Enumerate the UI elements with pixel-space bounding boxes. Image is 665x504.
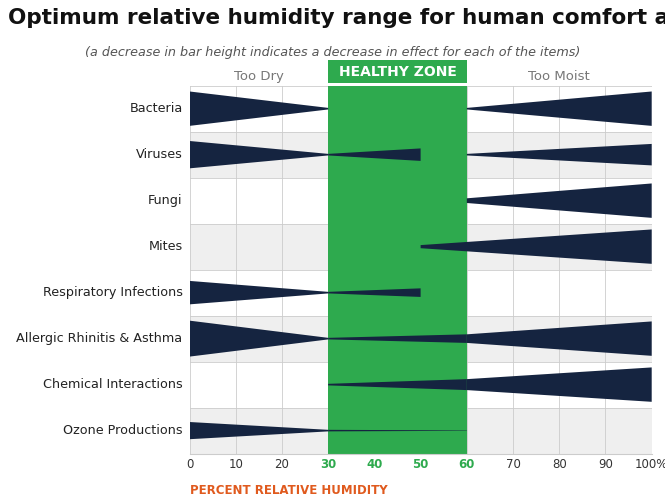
Text: Mites: Mites [148, 240, 183, 253]
Text: Viruses: Viruses [136, 148, 183, 161]
Bar [328, 86, 467, 454]
Polygon shape [190, 141, 328, 168]
Text: Optimum relative humidity range for human comfort and health: Optimum relative humidity range for huma… [8, 8, 665, 28]
Polygon shape [190, 422, 328, 439]
Polygon shape [467, 183, 652, 218]
Text: Respiratory Infections: Respiratory Infections [43, 286, 183, 299]
Bar [190, 362, 652, 408]
Polygon shape [190, 91, 328, 126]
Polygon shape [467, 322, 652, 356]
Bar [190, 177, 652, 224]
Bar [190, 224, 652, 270]
Polygon shape [328, 379, 467, 390]
Polygon shape [420, 229, 652, 264]
Polygon shape [328, 334, 467, 343]
Polygon shape [190, 321, 328, 357]
Polygon shape [467, 367, 652, 402]
Text: Too Dry: Too Dry [234, 70, 284, 83]
Bar [190, 316, 652, 362]
Text: PERCENT RELATIVE HUMIDITY: PERCENT RELATIVE HUMIDITY [190, 484, 387, 497]
Bar [190, 132, 652, 178]
Bar [190, 86, 652, 132]
Text: Bacteria: Bacteria [129, 102, 183, 115]
Text: Allergic Rhinitis & Asthma: Allergic Rhinitis & Asthma [17, 332, 183, 345]
Polygon shape [328, 288, 420, 297]
Text: Chemical Interactions: Chemical Interactions [43, 378, 183, 391]
Polygon shape [190, 281, 328, 304]
Text: (a decrease in bar height indicates a decrease in effect for each of the items): (a decrease in bar height indicates a de… [85, 46, 580, 59]
Polygon shape [467, 144, 652, 165]
Polygon shape [328, 430, 467, 431]
Polygon shape [328, 148, 420, 161]
Bar [190, 408, 652, 454]
Polygon shape [467, 91, 652, 126]
Text: Too Moist: Too Moist [529, 70, 590, 83]
Text: HEALTHY ZONE: HEALTHY ZONE [338, 65, 456, 79]
Text: Ozone Productions: Ozone Productions [63, 424, 183, 437]
Text: Fungi: Fungi [148, 194, 183, 207]
Bar [190, 270, 652, 316]
